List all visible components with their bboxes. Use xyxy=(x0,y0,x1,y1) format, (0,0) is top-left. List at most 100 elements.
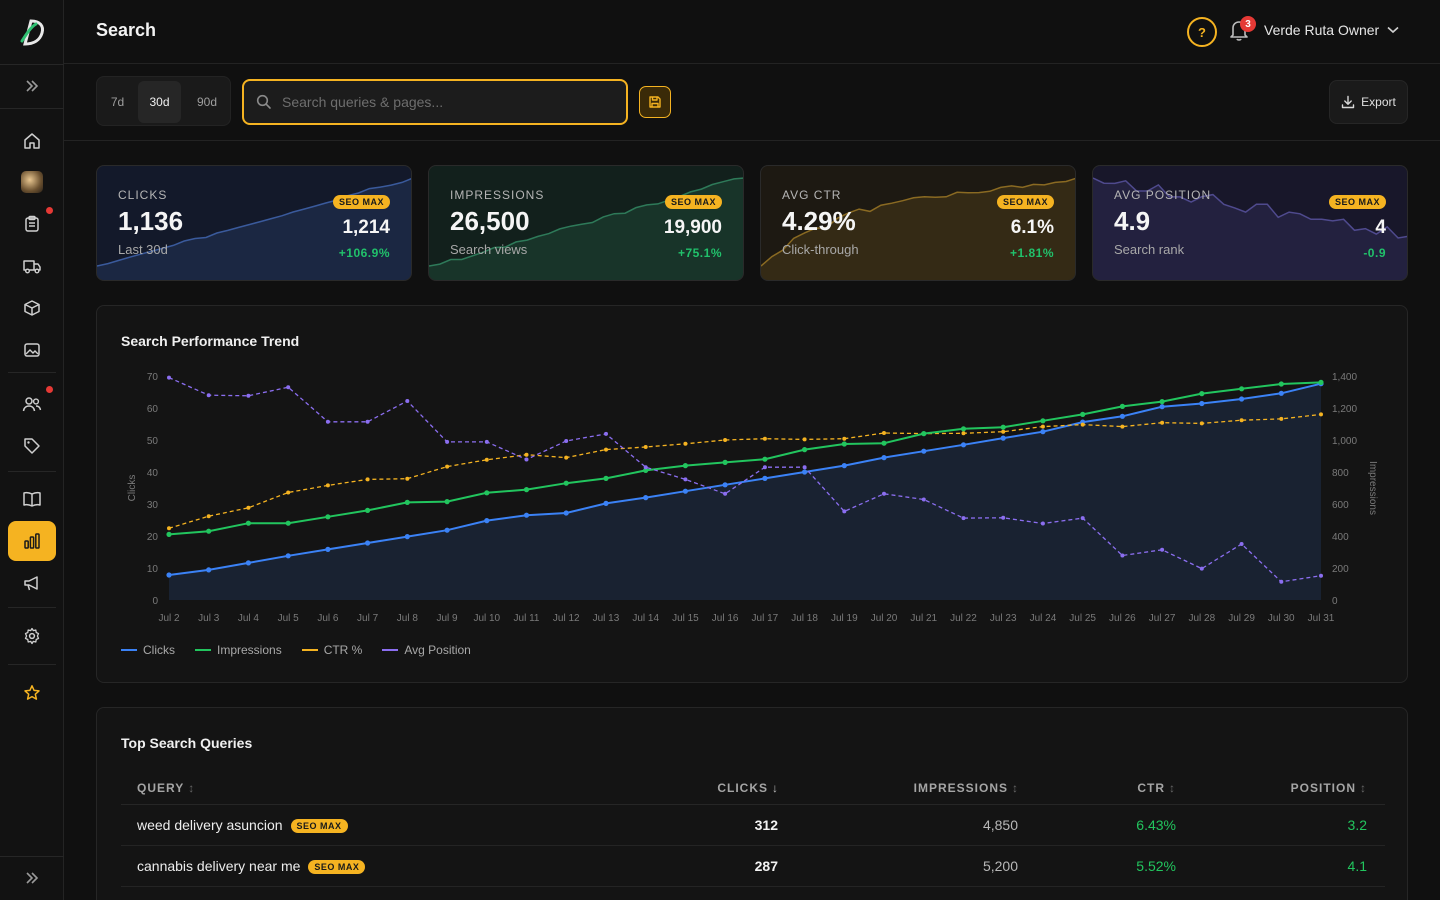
ctr-point[interactable] xyxy=(604,447,608,452)
avg-position-point[interactable] xyxy=(365,419,370,424)
avg-position-point[interactable] xyxy=(882,491,886,496)
impressions-point[interactable] xyxy=(166,531,172,537)
ctr-point[interactable] xyxy=(564,455,569,460)
search-field[interactable] xyxy=(242,79,628,125)
impressions-point[interactable] xyxy=(762,456,768,462)
ctr-point[interactable] xyxy=(286,490,291,495)
impressions-point[interactable] xyxy=(285,520,291,526)
clicks-point[interactable] xyxy=(960,442,967,448)
clicks-point[interactable] xyxy=(603,500,609,506)
collapse-toggle-button[interactable] xyxy=(20,866,44,890)
avg-position-point[interactable] xyxy=(445,439,450,444)
clicks-point[interactable] xyxy=(1199,400,1205,407)
save-search-button[interactable] xyxy=(639,86,671,118)
impressions-point[interactable] xyxy=(1119,403,1125,409)
search-input[interactable] xyxy=(282,91,612,113)
avg-position-point[interactable] xyxy=(1160,547,1165,552)
ctr-point[interactable] xyxy=(683,441,688,446)
ctr-point[interactable] xyxy=(405,476,410,481)
impressions-point[interactable] xyxy=(523,487,530,493)
legend-item-clicks[interactable]: Clicks xyxy=(121,643,175,657)
clicks-point[interactable] xyxy=(563,510,569,516)
clicks-point[interactable] xyxy=(643,495,649,501)
clicks-point[interactable] xyxy=(762,475,768,481)
clicks-point[interactable] xyxy=(1000,435,1006,441)
impressions-point[interactable] xyxy=(1040,418,1046,424)
user-menu[interactable]: Verde Ruta Owner xyxy=(1264,22,1399,38)
avg-position-point[interactable] xyxy=(1120,553,1125,558)
avg-position-point[interactable] xyxy=(1080,516,1085,521)
clicks-point[interactable] xyxy=(444,527,450,533)
avg-position-point[interactable] xyxy=(286,385,291,390)
ctr-point[interactable] xyxy=(842,436,847,441)
impressions-point[interactable] xyxy=(404,499,410,505)
impressions-point[interactable] xyxy=(921,431,927,437)
sidebar-item-media[interactable] xyxy=(8,330,56,370)
ctr-point[interactable] xyxy=(206,514,211,519)
clicks-point[interactable] xyxy=(682,488,689,494)
clicks-point[interactable] xyxy=(404,534,410,540)
ctr-point[interactable] xyxy=(524,452,529,457)
ctr-point[interactable] xyxy=(1160,420,1165,425)
avg-position-point[interactable] xyxy=(802,465,807,470)
ctr-point[interactable] xyxy=(365,477,370,482)
clicks-point[interactable] xyxy=(245,560,251,566)
ctr-point[interactable] xyxy=(1279,416,1284,421)
avg-position-point[interactable] xyxy=(643,465,648,470)
ctr-point[interactable] xyxy=(1001,429,1006,434)
impressions-point[interactable] xyxy=(1080,411,1086,417)
avg-position-point[interactable] xyxy=(1001,515,1006,520)
ctr-point[interactable] xyxy=(484,457,489,462)
help-button[interactable]: ? xyxy=(1187,17,1217,47)
clicks-point[interactable] xyxy=(325,546,331,552)
clicks-point[interactable] xyxy=(921,448,927,454)
clicks-point[interactable] xyxy=(881,455,887,461)
impressions-point[interactable] xyxy=(881,440,887,446)
clicks-point[interactable] xyxy=(1239,396,1245,402)
avg-position-point[interactable] xyxy=(1319,573,1323,578)
avg-position-point[interactable] xyxy=(723,491,728,496)
column-header-position[interactable]: POSITION ↕ xyxy=(1291,781,1367,795)
sidebar-item-analytics[interactable] xyxy=(8,521,56,561)
range-30d-button[interactable]: 30d xyxy=(138,81,181,123)
expand-sidebar-button[interactable] xyxy=(20,74,44,98)
column-header-ctr[interactable]: CTR ↕ xyxy=(1137,781,1176,795)
impressions-point[interactable] xyxy=(643,467,649,473)
ctr-point[interactable] xyxy=(325,483,330,488)
impressions-point[interactable] xyxy=(960,426,967,432)
avg-position-point[interactable] xyxy=(683,477,688,482)
ctr-point[interactable] xyxy=(167,526,171,531)
clicks-point[interactable] xyxy=(365,540,371,546)
sidebar-item-customers[interactable] xyxy=(8,384,56,424)
impressions-point[interactable] xyxy=(722,459,728,465)
column-header-impressions[interactable]: IMPRESSIONS ↕ xyxy=(914,781,1019,795)
ctr-point[interactable] xyxy=(1040,424,1045,429)
avg-position-point[interactable] xyxy=(167,375,171,380)
avg-position-point[interactable] xyxy=(564,439,569,443)
legend-item-ctr[interactable]: CTR % xyxy=(301,643,362,657)
ctr-point[interactable] xyxy=(1120,424,1125,429)
avg-position-point[interactable] xyxy=(325,419,330,424)
clicks-point[interactable] xyxy=(841,463,847,469)
avg-position-point[interactable] xyxy=(961,516,966,521)
sidebar-item-marketing[interactable] xyxy=(8,563,56,603)
impressions-point[interactable] xyxy=(563,480,569,486)
ctr-point[interactable] xyxy=(1199,421,1204,426)
ctr-point[interactable] xyxy=(802,437,807,442)
sidebar-item-delivery[interactable] xyxy=(8,246,56,286)
clicks-point[interactable] xyxy=(166,572,172,578)
impressions-point[interactable] xyxy=(682,463,689,469)
sidebar-item-profile[interactable] xyxy=(8,162,56,202)
clicks-point[interactable] xyxy=(1040,429,1046,435)
avg-position-point[interactable] xyxy=(524,457,529,462)
sidebar-item-home[interactable] xyxy=(8,121,56,161)
avg-position-point[interactable] xyxy=(1279,579,1284,584)
range-7d-button[interactable]: 7d xyxy=(110,95,125,109)
sidebar-item-favorites[interactable] xyxy=(8,673,56,713)
sidebar-item-orders[interactable] xyxy=(8,204,56,244)
sidebar-item-settings[interactable] xyxy=(8,616,56,656)
impressions-point[interactable] xyxy=(1318,379,1324,385)
column-header-query[interactable]: QUERY ↕ xyxy=(137,781,195,795)
brand-logo[interactable] xyxy=(16,14,48,50)
ctr-point[interactable] xyxy=(882,431,886,435)
